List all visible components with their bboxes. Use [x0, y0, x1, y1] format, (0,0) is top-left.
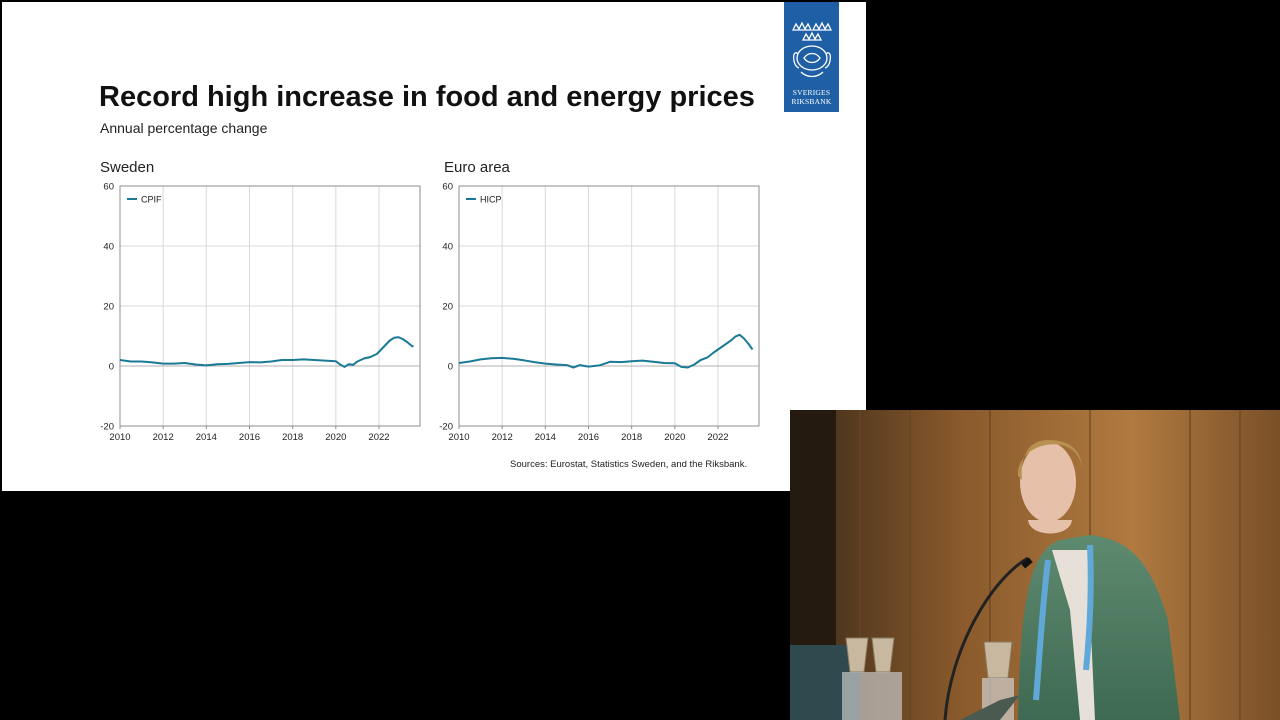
sweden-x-tick-label: 2010 — [109, 432, 130, 443]
sweden-x-tick-label: 2014 — [196, 432, 217, 443]
euro-area-plot-frame — [458, 185, 760, 427]
euro-area-legend-label: HICP — [480, 195, 502, 205]
euro-area-x-tick-label: 2020 — [664, 432, 685, 443]
riksbank-logo: SVERIGES RIKSBANK — [784, 2, 839, 112]
logo-text: SVERIGES RIKSBANK — [791, 88, 832, 106]
sweden-x-tick-label: 2018 — [282, 432, 303, 443]
sweden-x-tick-label: 2022 — [368, 432, 389, 443]
euro-area-y-tick-label: 60 — [442, 182, 453, 193]
euro-area-x-tick-label: 2022 — [707, 432, 728, 443]
sweden-y-tick-label: -20 — [100, 422, 114, 433]
speaker-video — [790, 410, 1280, 720]
euro-area-x-tick-label: 2016 — [578, 432, 599, 443]
sweden-y-tick-label: 60 — [103, 182, 114, 193]
sweden-plot-frame — [119, 185, 421, 427]
euro-area-y-tick-label: 0 — [448, 362, 453, 373]
euro-area-x-tick-label: 2012 — [492, 432, 513, 443]
euro-area-y-tick-label: 40 — [442, 242, 453, 253]
euro-area-y-tick-label: -20 — [439, 422, 453, 433]
euro-area-panel-title: Euro area — [444, 159, 510, 176]
speaker-video-frame — [790, 410, 1280, 720]
euro-area-y-tick-label: 20 — [442, 302, 453, 313]
slide-title: Record high increase in food and energy … — [99, 81, 755, 113]
crown-emblem-icon — [791, 21, 832, 78]
euro-area-x-tick-label: 2018 — [621, 432, 642, 443]
presentation-slide: SVERIGES RIKSBANK Record high increase i… — [2, 2, 866, 491]
charts-area: -20 0 20 40 60 2010 2012 2014 2016 2018 2020 2022 CP… — [100, 182, 760, 443]
sources-note: Sources: Eurostat, Statistics Sweden, an… — [510, 459, 748, 470]
sweden-y-tick-label: 40 — [103, 242, 114, 253]
euro-area-x-tick-label: 2014 — [535, 432, 556, 443]
euro-area-series-line-hicp — [458, 333, 754, 369]
sweden-y-tick-label: 0 — [109, 362, 114, 373]
sweden-series-line-cpif — [119, 336, 414, 368]
sweden-panel-title: Sweden — [100, 159, 155, 176]
sweden-legend-label: CPIF — [141, 195, 162, 205]
sweden-x-tick-label: 2016 — [239, 432, 260, 443]
sweden-x-tick-label: 2012 — [153, 432, 174, 443]
slide-subtitle: Annual percentage change — [100, 120, 268, 136]
sweden-y-tick-label: 20 — [103, 302, 114, 313]
sweden-x-tick-label: 2020 — [325, 432, 346, 443]
euro-area-x-tick-label: 2010 — [448, 432, 469, 443]
